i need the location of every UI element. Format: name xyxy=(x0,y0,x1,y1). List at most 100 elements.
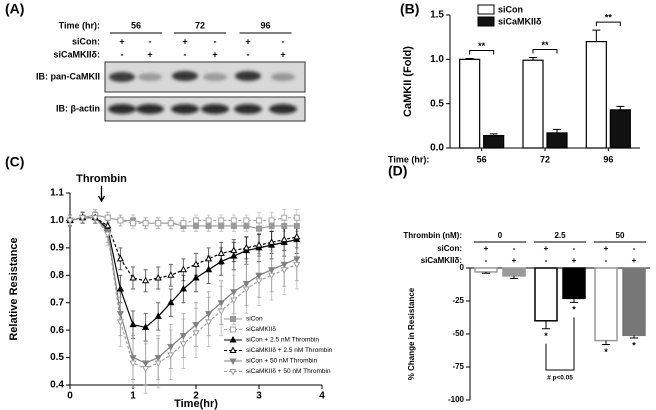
marker xyxy=(104,214,111,221)
blot-bands xyxy=(109,71,295,82)
row-label: Thrombin (nM): xyxy=(403,231,462,240)
x-axis-label: Time(hr) xyxy=(174,398,218,410)
marker xyxy=(116,311,124,318)
bracket xyxy=(469,49,495,55)
legend-label: siCaMKIIδ xyxy=(246,326,276,333)
sign: - xyxy=(573,244,576,253)
blot-bands xyxy=(108,104,297,114)
marker xyxy=(66,217,74,225)
marker xyxy=(293,256,301,263)
sign: - xyxy=(605,256,608,265)
marker xyxy=(242,286,250,294)
comparison-label: # p<0.05 xyxy=(547,375,573,382)
y-tick-label: 0 xyxy=(460,263,465,272)
marker xyxy=(256,217,262,224)
error-bar xyxy=(630,335,638,339)
marker xyxy=(230,246,238,254)
marker xyxy=(255,278,263,285)
panel-label: (B) xyxy=(400,1,419,17)
marker xyxy=(243,217,250,224)
y-axis-label: Relative Resistance xyxy=(8,237,20,340)
marker xyxy=(230,252,238,259)
marker xyxy=(293,214,300,221)
group-label: 50 xyxy=(616,231,625,240)
row-label: siCaMKIIδ: xyxy=(421,256,462,265)
marker xyxy=(179,341,187,348)
marker xyxy=(205,217,212,224)
significance: * xyxy=(544,331,548,341)
blot-label: IB: β-actin xyxy=(56,103,100,113)
time-value: 96 xyxy=(260,20,270,30)
y-tick-label: 0.7 xyxy=(50,297,64,308)
y-axis-label: CaMKII (Fold) xyxy=(402,46,414,117)
marker xyxy=(268,238,276,245)
legend-label: siCon + 2.5 nM Thrombin xyxy=(246,337,319,344)
marker xyxy=(117,217,124,224)
error-bar xyxy=(592,29,601,42)
marker xyxy=(205,254,213,262)
marker xyxy=(217,257,225,265)
marker xyxy=(192,322,200,329)
sign: + xyxy=(632,256,637,265)
legend-marker xyxy=(229,358,237,366)
marker xyxy=(104,231,112,239)
marker xyxy=(142,276,150,284)
marker xyxy=(205,265,213,273)
marker xyxy=(167,352,175,359)
blot-images xyxy=(104,61,306,122)
sign: + xyxy=(484,244,489,253)
marker xyxy=(230,289,238,296)
marker xyxy=(205,311,213,318)
sign: - xyxy=(282,36,285,46)
marker xyxy=(218,222,225,229)
time-value: 72 xyxy=(195,20,205,30)
sign: - xyxy=(149,36,152,46)
marker xyxy=(281,214,288,221)
marker xyxy=(104,221,112,229)
marker xyxy=(268,267,276,274)
sign: - xyxy=(545,256,548,265)
x-tick-label: 56 xyxy=(477,154,487,164)
significance: ** xyxy=(541,40,549,50)
sign: + xyxy=(119,36,124,46)
x-tick-label: 0 xyxy=(67,391,73,402)
marker xyxy=(230,217,237,224)
row-label: siCaMKIIδ: xyxy=(54,49,100,59)
row-label: siCon: xyxy=(72,36,100,46)
significance: ** xyxy=(605,12,613,22)
blot-label: IB: pan-CaMKII xyxy=(36,71,100,81)
bar xyxy=(534,267,558,322)
marker xyxy=(293,261,301,269)
marker xyxy=(154,312,162,319)
marker xyxy=(268,272,276,280)
marker xyxy=(280,261,288,269)
error-bar xyxy=(542,320,550,330)
marker xyxy=(167,220,174,227)
error-bar xyxy=(602,340,610,346)
bracket xyxy=(532,49,558,54)
sign: - xyxy=(633,244,636,253)
error-bar xyxy=(616,105,625,110)
marker xyxy=(205,319,213,326)
legend-label: siCon xyxy=(498,4,523,14)
x-tick-label: 2 xyxy=(193,391,199,402)
marker xyxy=(293,222,300,229)
sign: + xyxy=(604,244,609,253)
sign: + xyxy=(245,36,250,46)
legend-marker xyxy=(229,335,237,343)
legend-label: siCon + 50 nM Thrombin xyxy=(246,358,318,365)
marker xyxy=(129,273,137,281)
marker xyxy=(192,260,200,267)
marker xyxy=(154,360,162,368)
row-label: siCon: xyxy=(437,244,462,253)
marker xyxy=(255,241,263,248)
significance: ** xyxy=(478,41,486,51)
bar xyxy=(594,267,618,342)
y-tick-label: 0.9 xyxy=(50,242,64,253)
y-tick-label: 1.0 xyxy=(50,215,64,226)
sign: + xyxy=(212,49,217,59)
time-value: 56 xyxy=(131,20,141,30)
legend-label: siCaMKIIδ xyxy=(498,16,542,26)
time-label: Time (hr): xyxy=(59,20,100,30)
error-bar xyxy=(489,133,498,136)
